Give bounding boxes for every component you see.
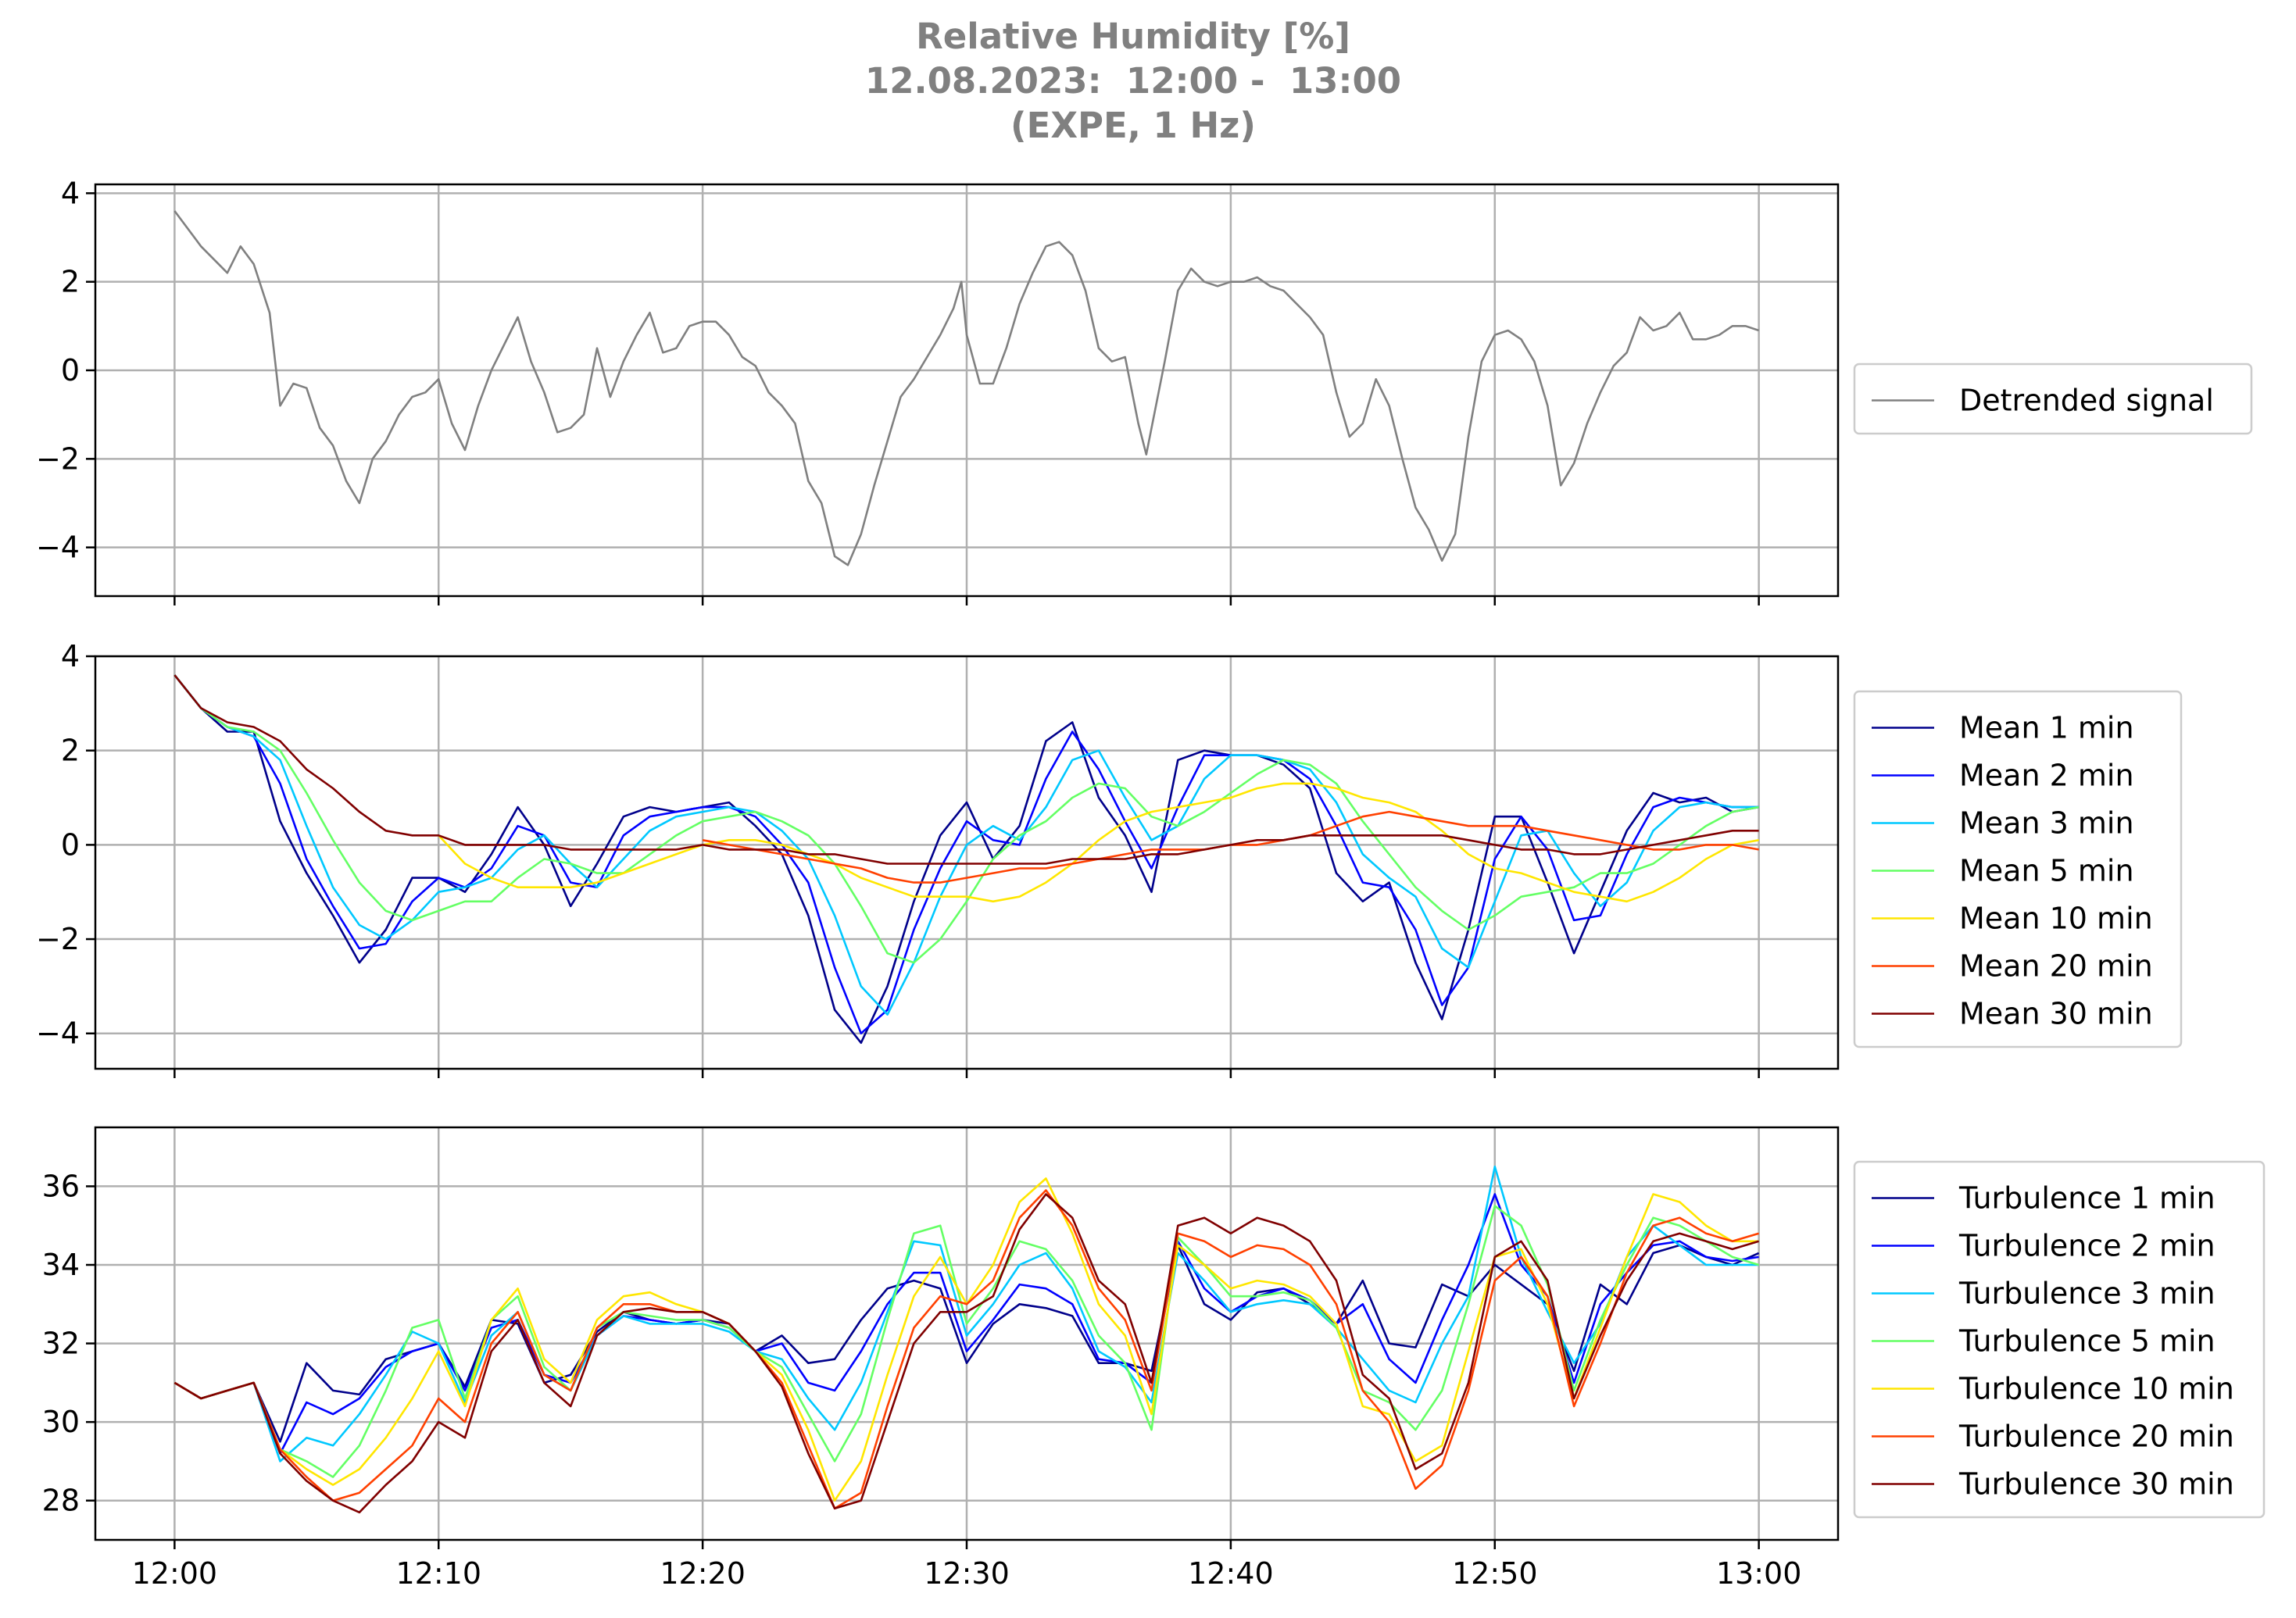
detrended-panel: −4 −2 0 2 4 Detrended signal: [36, 176, 2253, 605]
y-tick-label: 0: [61, 827, 80, 862]
legend-label: Mean 10 min: [1959, 902, 2153, 936]
x-tick-label: 12:40: [1188, 1556, 1274, 1591]
y-tick-label: 36: [42, 1169, 80, 1203]
series-line-mean-2-min: [173, 674, 1759, 1034]
title-line-variable: Relative Humidity [%]: [916, 16, 1350, 57]
legend-label: Mean 1 min: [1959, 711, 2134, 745]
series-line-mean-3-min: [173, 674, 1759, 1016]
x-tick-label: 12:30: [924, 1556, 1010, 1591]
y-tick-label: −4: [36, 530, 80, 565]
legend-label: Turbulence 10 min: [1958, 1372, 2234, 1406]
legend: Detrended signal: [1853, 363, 2253, 435]
title-line-station: (EXPE, 1 Hz): [1010, 105, 1256, 146]
legend-label: Mean 30 min: [1959, 997, 2153, 1031]
x-tick-label: 12:00: [132, 1556, 218, 1591]
legend-label: Turbulence 30 min: [1958, 1467, 2234, 1502]
legend-label: Turbulence 1 min: [1958, 1181, 2216, 1216]
series-line-detrended-signal: [173, 210, 1760, 566]
series-line-turbulence-5-min: [173, 1205, 1759, 1478]
y-tick-label: 28: [42, 1484, 80, 1518]
y-tick-label: 34: [42, 1248, 80, 1282]
legend-label: Detrended signal: [1959, 384, 2214, 418]
y-tick-label: 2: [61, 265, 80, 299]
y-tick-label: 2: [61, 734, 80, 768]
series-line-mean-10-min: [438, 782, 1759, 903]
chart-title: Relative Humidity [%] 12.08.2023: 12:00 …: [0, 14, 2266, 148]
y-tick-label: 32: [42, 1327, 80, 1361]
legend-label: Turbulence 5 min: [1958, 1324, 2216, 1359]
legend: Mean 1 min Mean 2 min Mean 3 min Mean 5 min…: [1853, 690, 2183, 1048]
y-tick-label: 30: [42, 1405, 80, 1439]
series-line-turbulence-20-min: [173, 1189, 1759, 1510]
legend-label: Turbulence 3 min: [1958, 1277, 2216, 1311]
legend-label: Turbulence 2 min: [1958, 1229, 2216, 1263]
series-line-mean-30-min: [173, 674, 1759, 865]
series-line-turbulence-30-min: [173, 1193, 1759, 1514]
x-tick-label: 12:10: [395, 1556, 481, 1591]
x-tick-label: 12:20: [660, 1556, 746, 1591]
turbulence-panel: 28 30 32 34 36 12:00 12:10 12:20 12:30 12:40 12:50…: [42, 1126, 2266, 1591]
legend: Turbulence 1 min Turbulence 2 min Turbulen…: [1853, 1160, 2266, 1519]
legend-box: [1853, 363, 2253, 435]
legend-box: [1853, 690, 2183, 1048]
y-tick-label: 4: [61, 639, 80, 673]
title-line-date-range: 12.08.2023: 12:00 - 13:00: [864, 60, 1402, 102]
legend-label: Mean 2 min: [1959, 759, 2134, 793]
legend-label: Mean 3 min: [1959, 806, 2134, 841]
y-tick-label: 4: [61, 176, 80, 210]
x-tick-label: 12:50: [1452, 1556, 1538, 1591]
y-tick-label: 0: [61, 353, 80, 388]
series-line-turbulence-3-min: [173, 1166, 1759, 1463]
legend-label: Turbulence 20 min: [1958, 1420, 2234, 1454]
y-tick-label: −2: [36, 441, 80, 476]
y-tick-label: −4: [36, 1016, 80, 1051]
series-line-mean-5-min: [173, 674, 1759, 964]
y-tick-label: −2: [36, 922, 80, 956]
legend-label: Mean 20 min: [1959, 949, 2153, 984]
legend-box: [1853, 1160, 2266, 1519]
legend-label: Mean 5 min: [1959, 854, 2134, 888]
x-tick-label: 13:00: [1716, 1556, 1802, 1591]
